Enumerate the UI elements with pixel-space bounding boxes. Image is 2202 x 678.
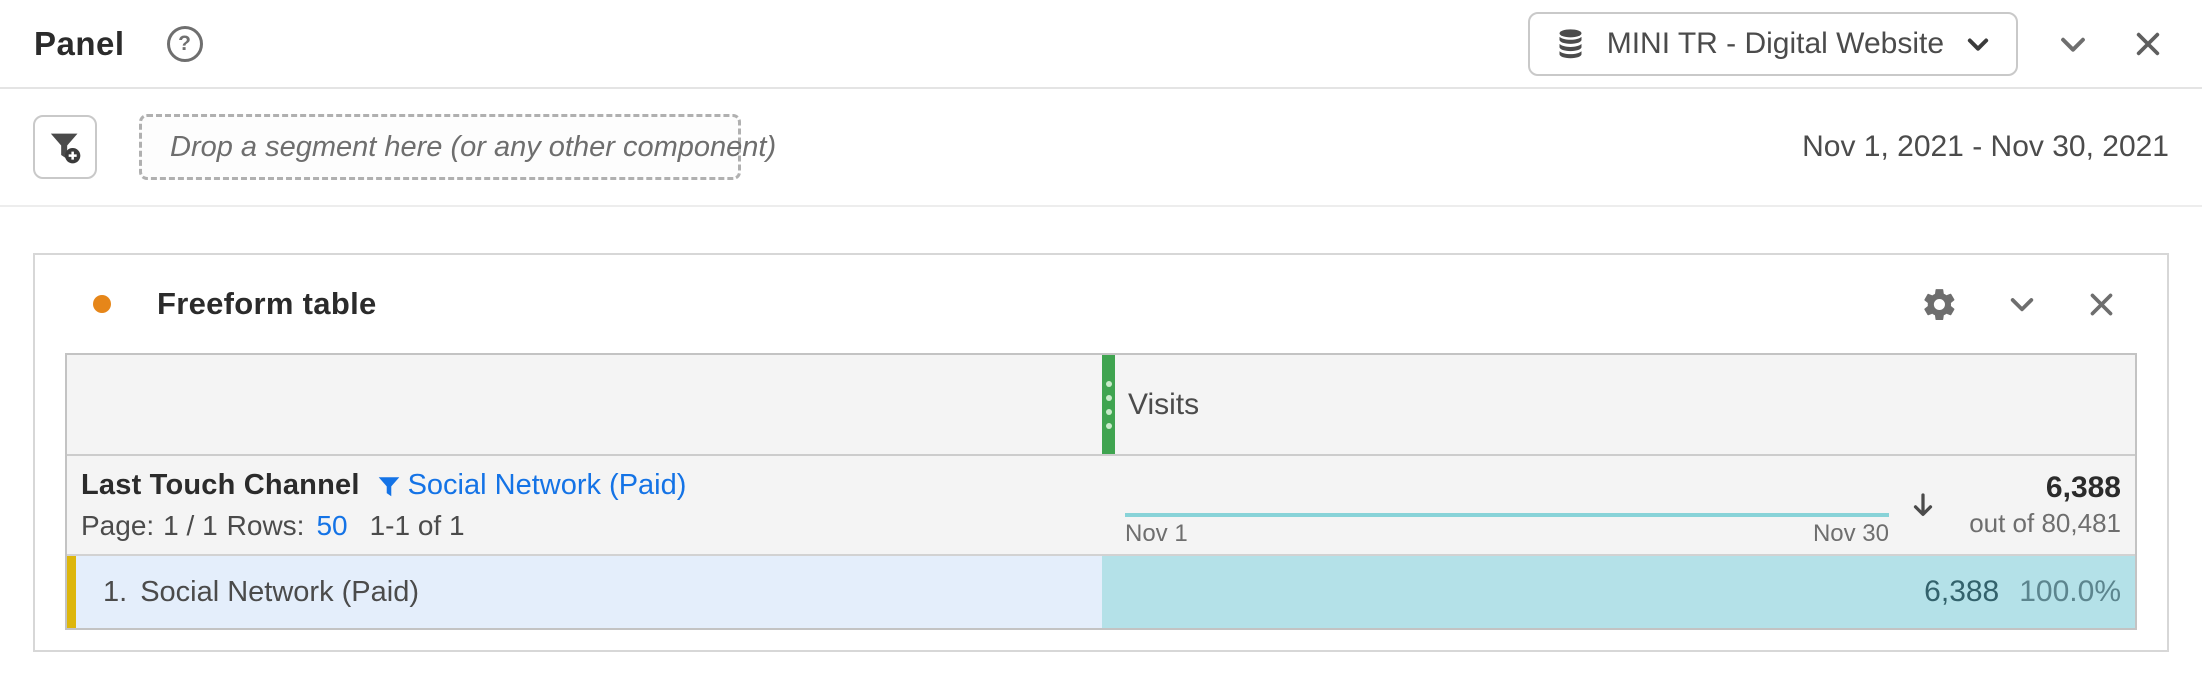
drag-handle-icon[interactable] — [1102, 355, 1115, 454]
date-range[interactable]: Nov 1, 2021 - Nov 30, 2021 — [1802, 130, 2169, 163]
sparkline: Nov 1 Nov 30 — [1125, 456, 1889, 554]
row-label: Social Network (Paid) — [140, 575, 420, 608]
chevron-down-icon — [2006, 288, 2038, 320]
panel-header: Panel ? MINI TR - Digital Website — [0, 0, 2202, 89]
freeform-table-title: Freeform table — [157, 286, 377, 321]
page-title: Panel — [34, 24, 125, 62]
pagination-info: Page: 1 / 1 Rows: 50 1-1 of 1 — [81, 510, 1102, 542]
settings-button[interactable] — [1917, 282, 1962, 327]
metric-total-outof: out of 80,481 — [1969, 508, 2121, 538]
sparkline-start-label: Nov 1 — [1125, 520, 1188, 547]
metric-header-cell[interactable]: Visits — [1102, 355, 2135, 454]
viz-collapse-button[interactable] — [2002, 284, 2042, 324]
metric-total-value: 6,388 — [2045, 471, 2121, 504]
rows-label: Rows: — [226, 510, 305, 541]
viz-close-button[interactable] — [2082, 285, 2121, 324]
freeform-table-header: Freeform table — [35, 255, 2167, 353]
page-label: Page: — [81, 510, 155, 541]
table-row: 1. Social Network (Paid) 6,388 100.0% — [67, 556, 2135, 628]
chevron-down-icon — [2056, 27, 2090, 61]
panel-close-button[interactable] — [2128, 24, 2168, 64]
segment-drop-zone-text: Drop a segment here (or any other compon… — [170, 130, 777, 163]
table-summary-row: Last Touch Channel Social Network (Paid)… — [67, 456, 2135, 556]
row-value: 6,388 — [1924, 575, 2000, 608]
metric-summary-cell: Nov 1 Nov 30 6,388 out of 80,481 — [1102, 456, 2135, 554]
metric-totals: 6,388 out of 80,481 — [1951, 456, 2135, 554]
sort-descending-button[interactable] — [1895, 456, 1951, 554]
filter-icon — [376, 474, 402, 500]
freeform-table-actions — [1917, 282, 2121, 327]
column-header-row: Visits — [67, 355, 2135, 456]
close-icon — [2086, 289, 2117, 320]
row-dimension-cell[interactable]: 1. Social Network (Paid) — [67, 556, 1102, 628]
gear-icon — [1921, 286, 1958, 323]
freeform-table: Visits Last Touch Channel Social Network… — [65, 353, 2137, 630]
dimension-name: Last Touch Channel — [81, 469, 360, 501]
row-accent-bar — [67, 556, 76, 628]
row-header-cell: Last Touch Channel Social Network (Paid)… — [67, 456, 1102, 554]
dimension-header-cell — [67, 355, 1102, 454]
panel-collapse-button[interactable] — [2052, 23, 2094, 65]
help-glyph: ? — [178, 31, 191, 55]
arrow-down-icon — [1908, 490, 1938, 520]
report-suite-label: MINI TR - Digital Website — [1606, 26, 1944, 60]
row-metric-cell[interactable]: 6,388 100.0% — [1102, 556, 2135, 628]
add-segment-button[interactable] — [33, 115, 97, 179]
help-icon[interactable]: ? — [166, 25, 203, 62]
row-range: 1-1 of 1 — [369, 510, 465, 541]
close-icon — [2132, 28, 2164, 60]
panel-header-actions: MINI TR - Digital Website — [1527, 11, 2168, 76]
row-percent: 100.0% — [2019, 575, 2121, 608]
funnel-plus-icon — [45, 127, 85, 167]
report-suite-selector[interactable]: MINI TR - Digital Website — [1527, 11, 2018, 76]
database-icon — [1554, 27, 1587, 60]
viz-color-dot — [93, 295, 111, 313]
segment-drop-zone[interactable]: Drop a segment here (or any other compon… — [139, 114, 776, 180]
sparkline-end-label: Nov 30 — [1812, 520, 1889, 547]
metric-column-label: Visits — [1128, 387, 1200, 421]
panel-segment-bar: Drop a segment here (or any other compon… — [0, 89, 2202, 207]
sparkline-line — [1125, 513, 1889, 517]
row-rank: 1. — [103, 575, 128, 608]
rows-per-page-link[interactable]: 50 — [316, 510, 348, 541]
page-value: 1 / 1 — [163, 510, 218, 541]
freeform-table-card: Freeform table — [33, 253, 2169, 652]
dimension-filter-link[interactable]: Social Network (Paid) — [407, 469, 687, 501]
chevron-down-icon — [1964, 30, 1992, 58]
